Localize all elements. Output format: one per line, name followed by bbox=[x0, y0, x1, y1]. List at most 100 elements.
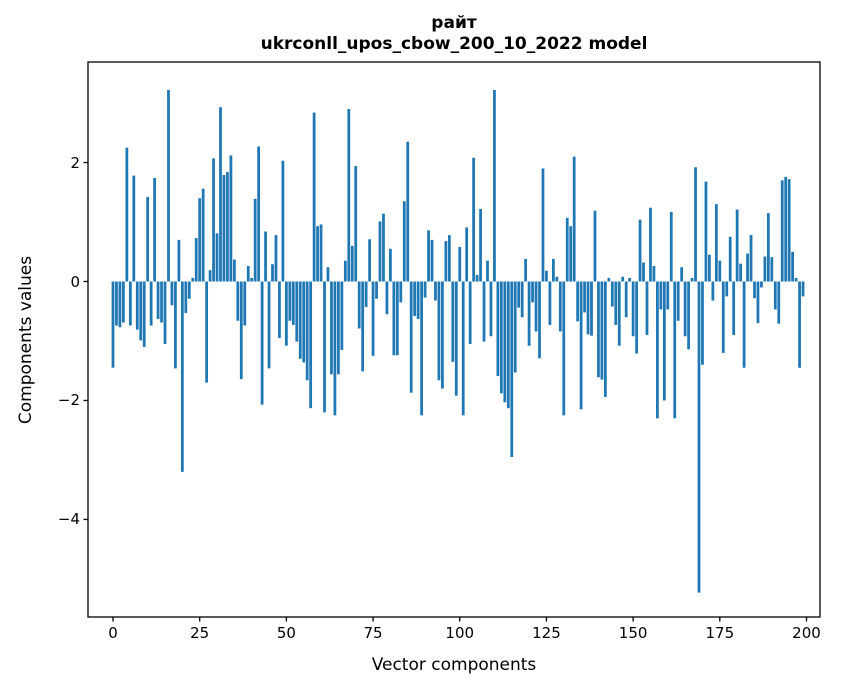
bar bbox=[451, 281, 455, 362]
bar bbox=[441, 281, 444, 389]
bar bbox=[271, 264, 274, 282]
bar bbox=[350, 245, 354, 282]
bar bbox=[153, 178, 156, 282]
x-tick-label: 25 bbox=[190, 624, 210, 642]
bar bbox=[520, 281, 524, 318]
bar bbox=[593, 210, 597, 282]
bar bbox=[125, 147, 129, 282]
bar bbox=[735, 209, 739, 282]
bar bbox=[680, 267, 684, 282]
bar bbox=[569, 226, 573, 282]
bar bbox=[621, 276, 625, 282]
bar bbox=[690, 277, 694, 282]
bar bbox=[631, 281, 635, 337]
bar bbox=[534, 281, 538, 332]
bar bbox=[687, 281, 690, 350]
bar bbox=[208, 270, 212, 282]
bar bbox=[746, 253, 749, 282]
bar bbox=[652, 266, 656, 282]
bar bbox=[784, 176, 788, 282]
bar bbox=[531, 281, 534, 303]
x-tick-label: 150 bbox=[618, 624, 648, 642]
bar bbox=[714, 204, 718, 282]
bar bbox=[399, 281, 403, 303]
bar bbox=[704, 181, 708, 282]
bar bbox=[274, 235, 278, 282]
bar bbox=[406, 141, 410, 282]
bar bbox=[357, 281, 361, 329]
bar bbox=[711, 281, 715, 301]
bar bbox=[402, 201, 406, 282]
bar bbox=[382, 213, 385, 282]
bar bbox=[749, 235, 753, 282]
bar bbox=[468, 281, 472, 344]
bar bbox=[579, 281, 583, 410]
bar bbox=[624, 281, 628, 318]
bar bbox=[312, 112, 316, 282]
bar bbox=[149, 281, 153, 326]
bar bbox=[284, 281, 288, 346]
bar bbox=[444, 241, 448, 282]
bar bbox=[222, 175, 226, 282]
bar bbox=[666, 281, 670, 310]
bar bbox=[475, 274, 479, 282]
bar bbox=[614, 281, 618, 325]
bar bbox=[701, 281, 704, 365]
bar bbox=[427, 230, 430, 282]
bar bbox=[430, 239, 434, 282]
bar bbox=[763, 256, 767, 282]
bar bbox=[659, 281, 663, 310]
bar bbox=[291, 281, 295, 325]
bar bbox=[187, 281, 191, 299]
y-tick-label: 2 bbox=[70, 153, 80, 172]
bar bbox=[160, 281, 163, 323]
bar bbox=[562, 281, 566, 416]
bar bbox=[177, 239, 181, 282]
bar bbox=[503, 281, 507, 403]
bar bbox=[115, 281, 118, 326]
bar bbox=[586, 281, 590, 335]
bar bbox=[323, 281, 326, 413]
bar bbox=[354, 166, 358, 282]
bar bbox=[347, 108, 351, 282]
bar bbox=[309, 281, 313, 409]
x-tick-label: 100 bbox=[445, 624, 475, 642]
bar bbox=[753, 281, 756, 299]
bar bbox=[194, 238, 198, 282]
bar bbox=[371, 281, 375, 356]
bar bbox=[590, 281, 593, 336]
bar bbox=[264, 231, 267, 282]
bar bbox=[364, 281, 368, 308]
bar bbox=[718, 260, 722, 282]
bar bbox=[337, 281, 340, 375]
bar bbox=[330, 281, 333, 375]
bar bbox=[232, 259, 236, 282]
bar bbox=[257, 146, 261, 282]
bar bbox=[656, 281, 659, 419]
bar bbox=[458, 247, 462, 282]
bar bbox=[479, 208, 482, 282]
bar bbox=[607, 277, 611, 282]
bar bbox=[798, 281, 801, 368]
bar bbox=[617, 281, 621, 346]
bar bbox=[236, 281, 240, 321]
bar bbox=[760, 281, 763, 288]
bar bbox=[392, 281, 396, 356]
bar bbox=[409, 281, 413, 393]
bar bbox=[739, 263, 742, 282]
bar bbox=[773, 281, 777, 310]
bar bbox=[499, 281, 503, 394]
bar bbox=[361, 281, 365, 372]
bar bbox=[219, 107, 222, 282]
bar bbox=[565, 217, 569, 282]
bar bbox=[142, 281, 146, 347]
bar bbox=[766, 213, 770, 282]
bar bbox=[725, 281, 729, 297]
bar bbox=[482, 281, 486, 342]
bar bbox=[597, 281, 600, 378]
bar bbox=[794, 277, 798, 282]
bar bbox=[167, 89, 170, 282]
bar bbox=[205, 281, 209, 383]
bar bbox=[555, 276, 559, 282]
bar bbox=[288, 281, 292, 321]
